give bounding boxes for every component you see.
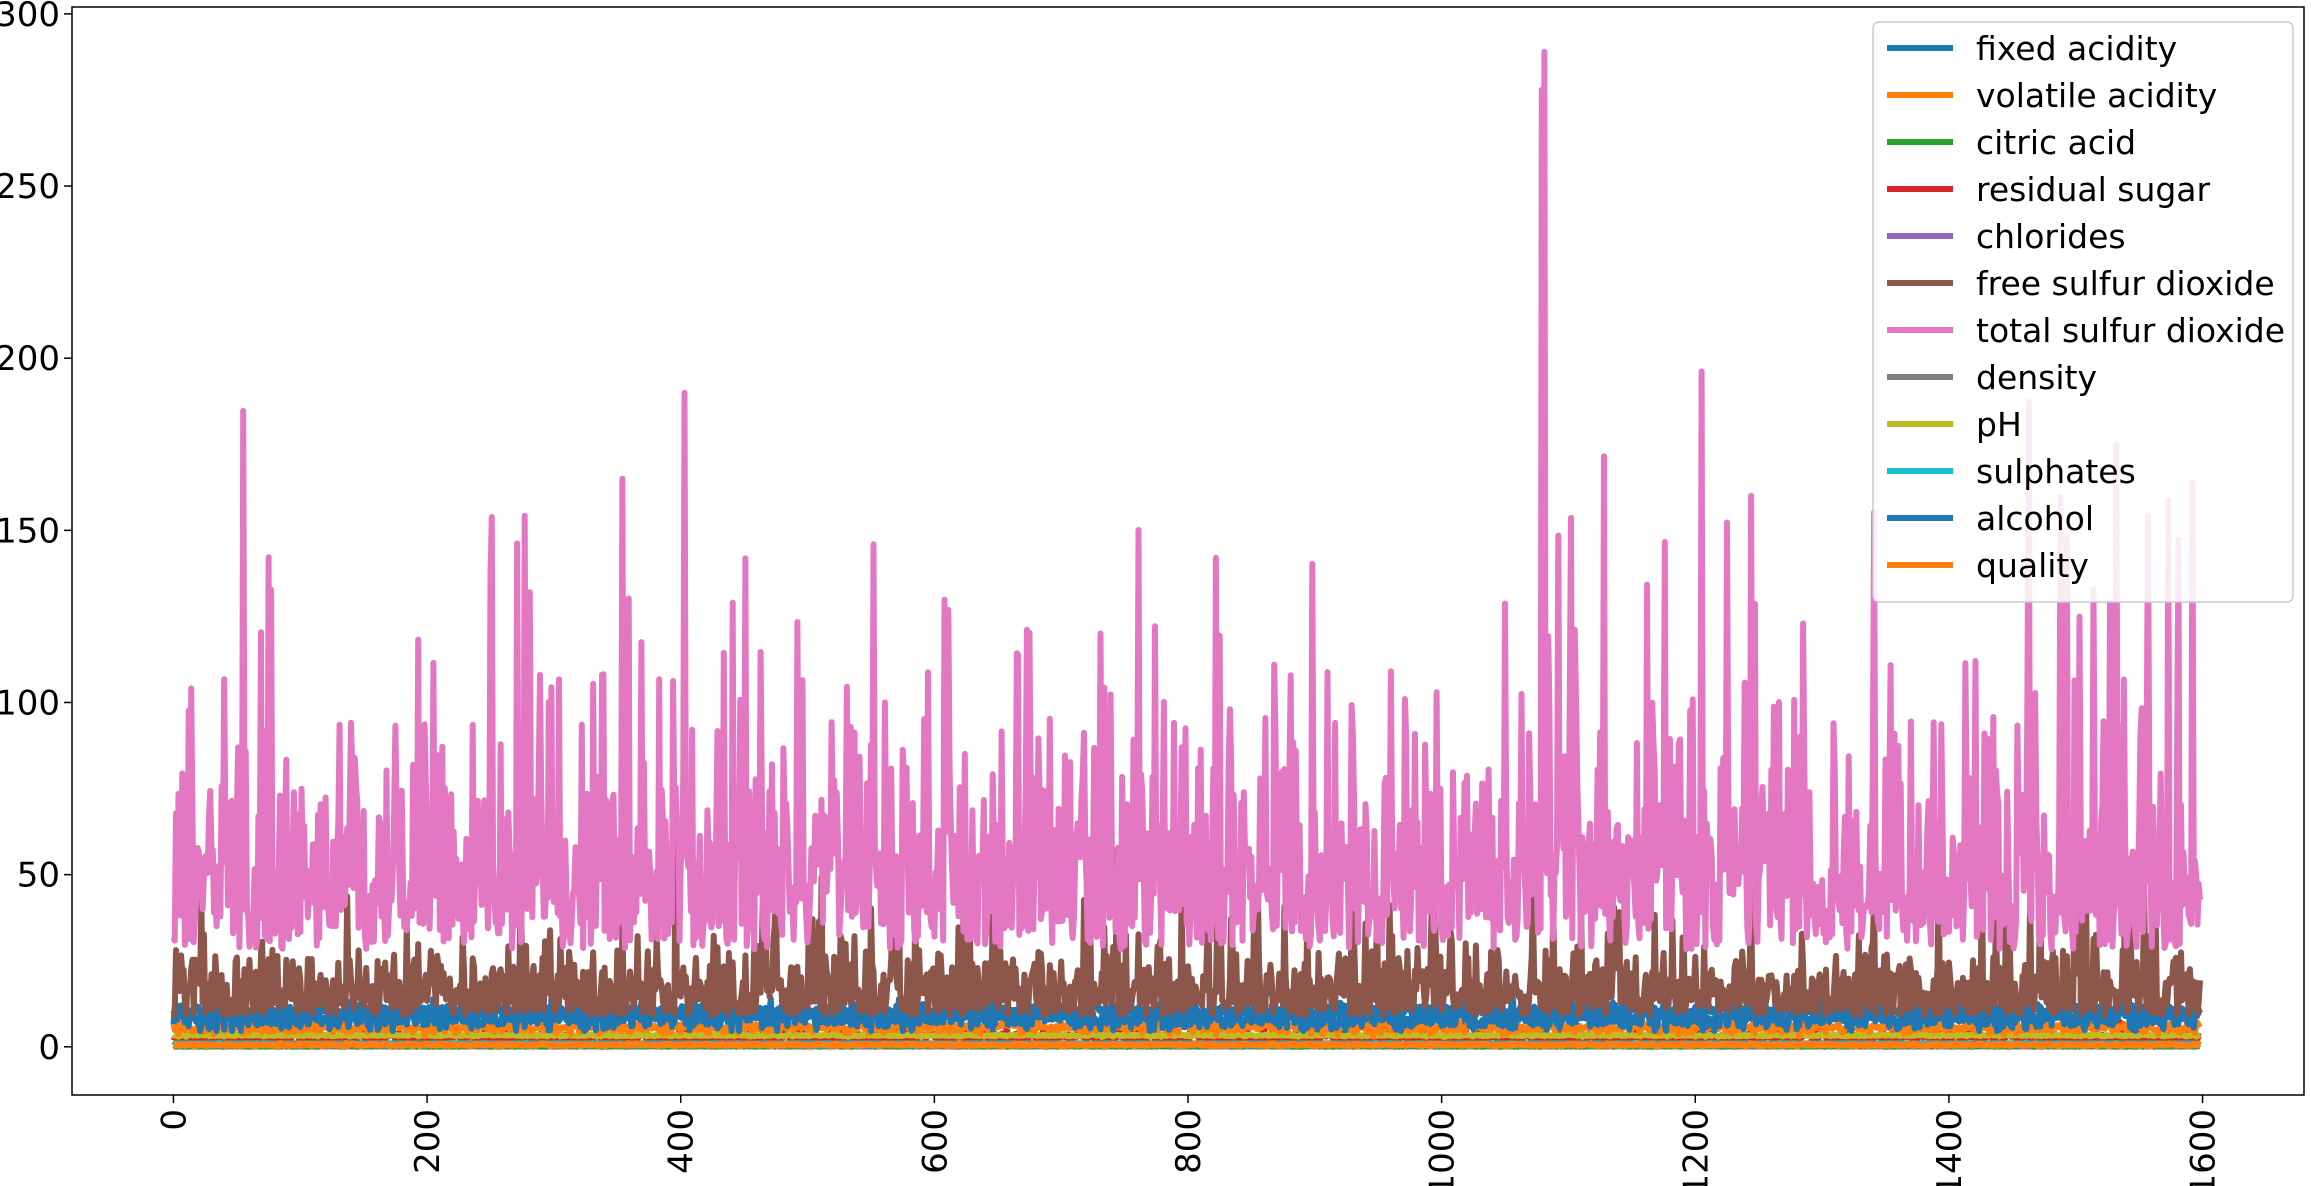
legend-label: residual sugar — [1976, 170, 2211, 209]
legend-label: citric acid — [1976, 123, 2136, 162]
y-tick-label: 300 — [0, 0, 60, 35]
y-axis: 0 50 100 150 200 250 300 — [0, 0, 72, 1068]
legend-label: chlorides — [1976, 217, 2126, 256]
y-tick-label: 250 — [0, 167, 60, 207]
legend-label: fixed acidity — [1976, 29, 2177, 68]
legend-label: quality — [1976, 546, 2089, 585]
x-tick-label: 1200 — [1676, 1109, 1716, 1186]
y-tick-label: 150 — [0, 511, 60, 551]
y-tick-label: 0 — [38, 1028, 60, 1068]
y-tick-label: 200 — [0, 339, 60, 379]
series-line-volatile-acidity — [174, 1042, 2201, 1046]
y-tick-label: 50 — [17, 856, 60, 896]
y-tick-label: 100 — [0, 683, 60, 723]
legend-label: total sulfur dioxide — [1976, 311, 2285, 350]
legend: fixed acidity volatile acidity citric acid… — [1873, 22, 2293, 602]
legend-label: alcohol — [1976, 499, 2094, 538]
x-tick-label: 400 — [662, 1109, 702, 1174]
legend-label: pH — [1976, 405, 2022, 444]
series-line-ph — [174, 1034, 2201, 1037]
x-tick-label: 1400 — [1930, 1109, 1970, 1186]
x-tick-label: 1600 — [2184, 1109, 2224, 1186]
x-axis: 0 200 400 600 800 1000 1200 1400 1600 — [154, 1095, 2223, 1186]
legend-label: free sulfur dioxide — [1976, 264, 2275, 303]
x-tick-label: 200 — [408, 1109, 448, 1174]
x-tick-label: 600 — [915, 1109, 955, 1174]
x-tick-label: 0 — [154, 1109, 194, 1131]
legend-label: sulphates — [1976, 452, 2136, 491]
x-tick-label: 800 — [1169, 1109, 1209, 1174]
x-tick-label: 1000 — [1423, 1109, 1463, 1186]
legend-label: volatile acidity — [1976, 76, 2217, 115]
legend-label: density — [1976, 358, 2097, 397]
